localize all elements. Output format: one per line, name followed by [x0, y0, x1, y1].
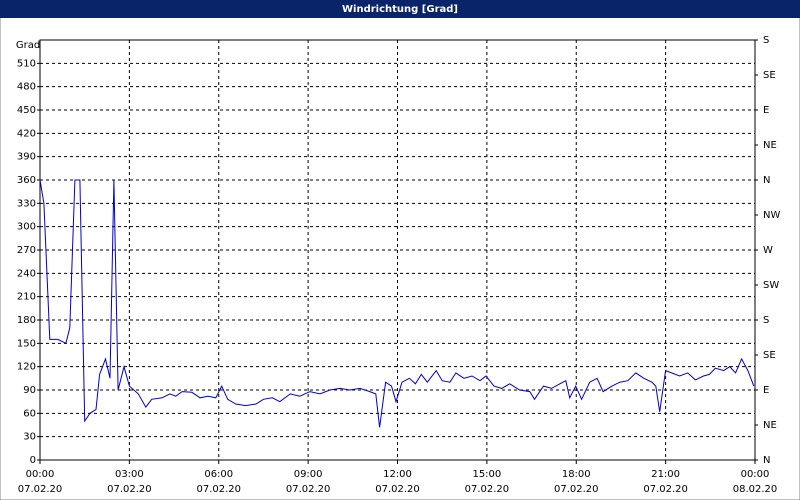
x-tick-label: 18:00: [562, 469, 591, 480]
y-tick-label: 480: [17, 82, 36, 93]
y-tick-label: 150: [17, 338, 36, 349]
data-line: [39, 179, 755, 428]
y2-tick-label: N: [763, 455, 770, 466]
y-tick-label: 510: [17, 58, 36, 69]
x-tick-label: 12:00: [383, 469, 412, 480]
x-tick-date: 07.02.20: [375, 484, 420, 495]
y2-tick-label: NE: [763, 420, 777, 431]
x-tick-date: 07.02.20: [107, 484, 152, 495]
y2-tick-label: S: [763, 35, 769, 46]
x-tick-date: 07.02.20: [18, 484, 63, 495]
y2-tick-label: NW: [763, 210, 780, 221]
plot-frame: [39, 39, 756, 461]
y-tick-label: 300: [17, 222, 36, 233]
y2-tick-label: NE: [763, 140, 777, 151]
x-tick-label: 09:00: [294, 469, 323, 480]
y-tick-label: 120: [17, 362, 36, 373]
x-tick-date: 07.02.20: [286, 484, 331, 495]
x-tick-label: 15:00: [472, 469, 501, 480]
y-axis-label: Grad: [16, 40, 40, 51]
y2-tick-label: SW: [763, 280, 779, 291]
y2-tick-label: S: [763, 315, 769, 326]
x-tick-date: 07.02.20: [196, 484, 241, 495]
y-tick-label: 360: [17, 175, 36, 186]
y-tick-label: 450: [17, 105, 36, 116]
y2-tick-label: W: [763, 245, 773, 256]
x-tick-date: 07.02.20: [554, 484, 599, 495]
y-tick-label: 180: [17, 315, 36, 326]
y-tick-label: 210: [17, 292, 36, 303]
y-tick-label: 420: [17, 128, 36, 139]
y2-tick-label: E: [763, 385, 769, 396]
x-tick-label: 21:00: [651, 469, 680, 480]
x-tick-label: 06:00: [204, 469, 233, 480]
x-tick-label: 00:00: [741, 469, 770, 480]
x-tick-label: 03:00: [115, 469, 144, 480]
y-tick-label: 90: [23, 385, 36, 396]
y-tick-label: 390: [17, 152, 36, 163]
y2-tick-label: SE: [763, 350, 776, 361]
x-tick-label: 00:00: [26, 469, 55, 480]
y-tick-label: 60: [23, 408, 36, 419]
chart-title: Windrichtung [Grad]: [342, 4, 458, 15]
y2-tick-label: N: [763, 175, 770, 186]
y-tick-label: 270: [17, 245, 36, 256]
y-tick-label: 30: [23, 432, 36, 443]
y-tick-label: 240: [17, 268, 36, 279]
y2-tick-label: E: [763, 105, 769, 116]
y2-tick-label: SE: [763, 70, 776, 81]
x-tick-date: 07.02.20: [643, 484, 688, 495]
y-tick-label: 0: [30, 455, 36, 466]
x-tick-date: 08.02.20: [733, 484, 778, 495]
title-bar: [0, 0, 800, 18]
y-tick-label: 330: [17, 198, 36, 209]
x-tick-date: 07.02.20: [465, 484, 510, 495]
